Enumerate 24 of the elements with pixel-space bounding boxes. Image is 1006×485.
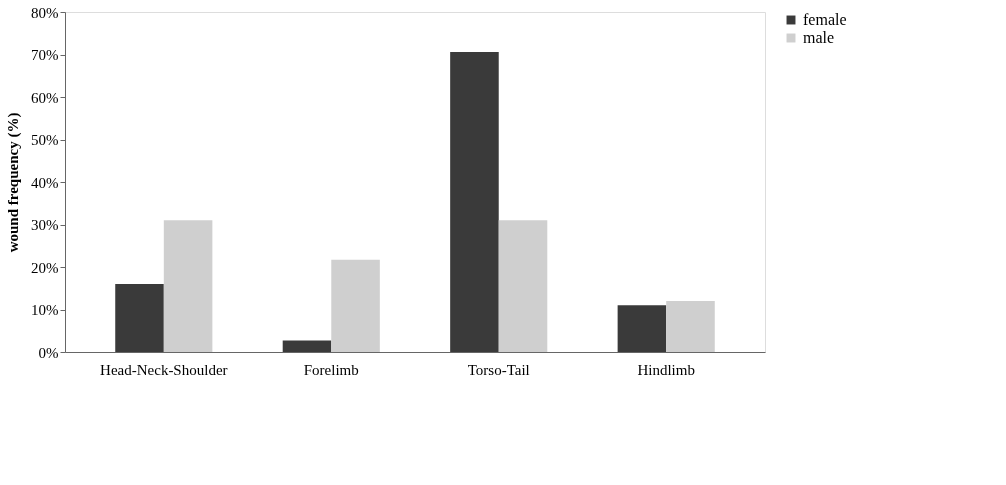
legend-label: male (803, 29, 835, 46)
y-tick-label: 60% (31, 89, 59, 106)
bar (115, 284, 164, 352)
y-tick-label: 70% (31, 47, 59, 63)
y-tick-label: 50% (31, 132, 59, 148)
y-tick-label: 0% (38, 344, 59, 361)
bar (666, 301, 715, 352)
x-tick-label: Forelimb (303, 361, 359, 378)
x-tick-label: Torso-Tail (467, 361, 530, 378)
y-tick-label: 20% (31, 259, 59, 276)
x-tick-label: Hindlimb (637, 361, 695, 378)
bar (163, 220, 213, 352)
y-tick-label: 10% (31, 302, 59, 318)
y-tick-label: 80% (31, 4, 59, 21)
bar (498, 220, 548, 352)
y-axis-title: wound frequency (%) (5, 112, 22, 253)
bar (282, 340, 332, 352)
bar (331, 259, 380, 352)
x-tick-label: Head-Neck-Shoulder (100, 361, 228, 378)
bar (617, 305, 667, 352)
legend-label: female (803, 11, 847, 28)
y-tick-label: 40% (31, 174, 59, 191)
bar (450, 51, 499, 352)
y-tick-label: 30% (31, 217, 59, 233)
